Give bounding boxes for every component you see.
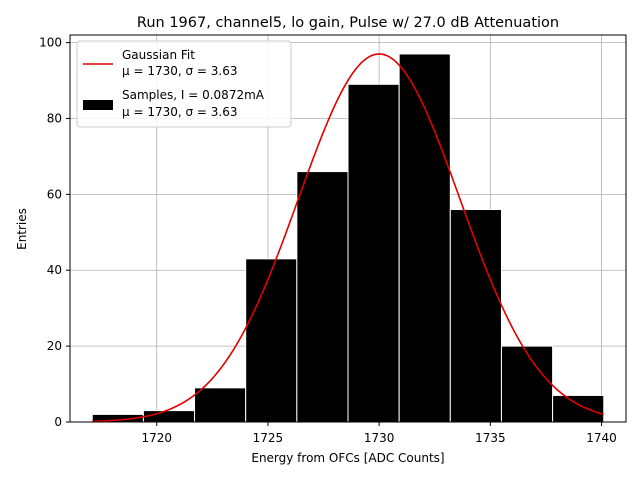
y-tick-label: 80 <box>47 111 62 125</box>
legend: Gaussian Fit μ = 1730, σ = 3.63 Samples,… <box>76 40 292 128</box>
x-tick-label: 1735 <box>475 431 506 445</box>
legend-samples-swatch <box>83 100 113 110</box>
histogram-bar <box>142 410 196 423</box>
y-axis-label: Entries <box>15 208 29 250</box>
histogram-bar <box>194 387 247 423</box>
histogram-bar <box>398 53 451 423</box>
x-tick-label: 1740 <box>586 431 617 445</box>
legend-samples-params: μ = 1730, σ = 3.63 <box>122 105 238 119</box>
histogram-bar <box>296 171 349 423</box>
chart-title: Run 1967, channel5, lo gain, Pulse w/ 27… <box>137 15 559 31</box>
x-tick-label: 1730 <box>364 431 395 445</box>
histogram-bar <box>347 83 400 423</box>
y-tick-label: 60 <box>47 187 62 201</box>
x-tick-label: 1720 <box>141 431 172 445</box>
histogram-bar <box>449 209 502 423</box>
y-tick-label: 0 <box>54 415 62 429</box>
y-tick-label: 40 <box>47 263 62 277</box>
y-tick-label: 20 <box>47 339 62 353</box>
legend-fit-label: Gaussian Fit <box>122 48 195 62</box>
plot-frame <box>69 34 627 423</box>
histogram-bar <box>552 394 605 423</box>
x-tick-label: 1725 <box>253 431 284 445</box>
legend-box <box>76 40 292 128</box>
gaussian-fit-curve <box>92 53 604 423</box>
y-tick-label: 100 <box>39 36 62 50</box>
histogram-bar <box>500 345 554 423</box>
legend-fit-params: μ = 1730, σ = 3.63 <box>122 64 238 78</box>
x-axis-label: Energy from OFCs [ADC Counts] <box>251 451 444 465</box>
histogram-bar <box>245 258 298 423</box>
y-axis-ticks: 0 20 40 60 80 100 <box>39 36 70 429</box>
legend-samples-label: Samples, I = 0.0872mA <box>122 88 265 102</box>
x-axis-ticks: 1720 1725 1730 1735 1740 <box>141 422 617 445</box>
